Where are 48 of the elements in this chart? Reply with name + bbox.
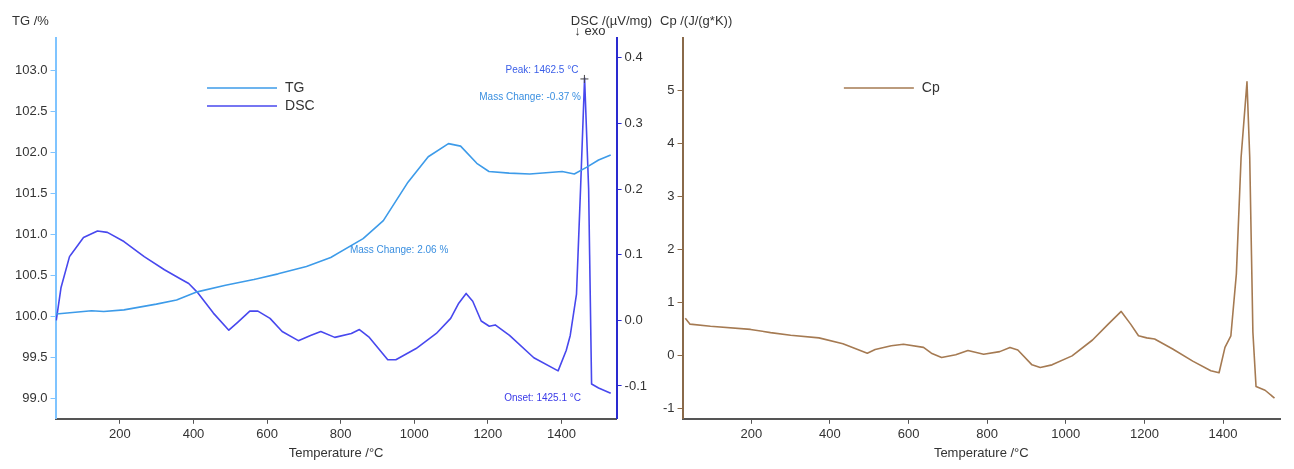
annotation: Peak: 1462.5 °C <box>505 63 579 75</box>
y2-tick-label: -0.1 <box>624 377 648 393</box>
y-tick-label: 5 <box>667 82 675 98</box>
x-tick-label: 400 <box>182 426 205 442</box>
x-tick-label: 1400 <box>1208 426 1238 442</box>
legend-label: TG <box>285 78 305 95</box>
x-tick-label: 1000 <box>399 426 429 442</box>
x-tick-label: 600 <box>897 426 920 442</box>
annotation: Mass Change: -0.37 % <box>479 91 582 103</box>
y-axis-title: TG /% <box>12 13 50 29</box>
y-tick-label: 3 <box>667 188 675 204</box>
x-tick-label: 200 <box>109 426 131 442</box>
y-tick-label: 102.5 <box>14 103 48 119</box>
annotation: Mass Change: 2.06 % <box>349 243 449 255</box>
y-tick-label: 0 <box>667 346 675 362</box>
y-tick-label: 100.0 <box>14 308 48 324</box>
y-tick-label: 99.0 <box>22 389 48 405</box>
y-tick-label: 101.5 <box>14 185 48 201</box>
x-tick-label: 200 <box>740 426 763 442</box>
legend-label: Cp <box>921 78 940 95</box>
x-tick-label: 1400 <box>546 426 576 442</box>
y-tick-label: 2 <box>667 241 675 257</box>
y-tick-label: 99.5 <box>22 348 48 364</box>
x-tick-label: 1200 <box>473 426 503 442</box>
y2-tick-label: 0.2 <box>624 180 643 196</box>
annotation: Onset: 1425.1 °C <box>504 392 581 404</box>
x-tick-label: 400 <box>819 426 841 442</box>
y2-tick-label: 0.4 <box>624 49 643 65</box>
y-axis-title: Cp /(J/(g*K)) <box>660 13 733 29</box>
x-tick-label: 600 <box>256 426 278 442</box>
y-tick-label: -1 <box>663 399 675 415</box>
x-tick-label: 800 <box>976 426 999 442</box>
y-tick-label: 4 <box>667 135 675 151</box>
x-tick-label: 1000 <box>1051 426 1081 442</box>
y2-tick-label: 0.0 <box>624 311 643 327</box>
x-tick-label: 1200 <box>1129 426 1159 442</box>
x-tick-label: 800 <box>329 426 352 442</box>
y-tick-label: 100.5 <box>14 267 48 283</box>
x-axis-title: Temperature /°C <box>933 444 1029 460</box>
y-tick-label: 101.0 <box>14 226 48 242</box>
y-tick-label: 1 <box>667 294 675 310</box>
y2-tick-label: 0.1 <box>624 246 643 262</box>
y-tick-label: 103.0 <box>14 62 48 78</box>
y-tick-label: 102.0 <box>14 144 48 160</box>
y2-axis-title: DSC /(µV/mg) <box>570 13 652 29</box>
y2-tick-label: 0.3 <box>624 114 643 130</box>
legend-label: DSC <box>285 96 315 113</box>
x-axis-title: Temperature /°C <box>288 444 384 460</box>
